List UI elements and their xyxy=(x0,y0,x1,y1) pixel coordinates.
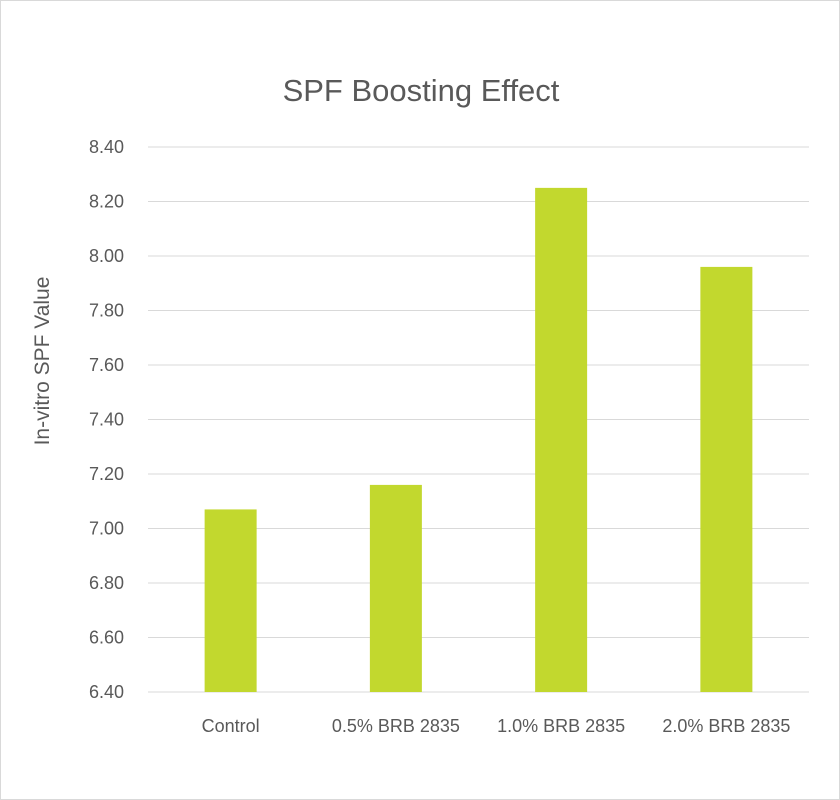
y-tick-label: 6.60 xyxy=(89,628,124,648)
y-tick-label: 6.80 xyxy=(89,573,124,593)
y-tick-label: 7.20 xyxy=(89,464,124,484)
bar-2 xyxy=(369,484,422,692)
x-tick-label: Control xyxy=(202,716,260,736)
y-tick-label: 7.80 xyxy=(89,301,124,321)
y-axis-ticks: 6.40 6.60 6.80 7.00 7.20 7.40 7.60 7.80 8.00 8.20… xyxy=(89,137,124,702)
y-tick-label: 7.00 xyxy=(89,519,124,539)
bar-3 xyxy=(535,187,588,692)
x-tick-label: 1.0% BRB 2835 xyxy=(497,716,625,736)
bar-1 xyxy=(204,509,257,692)
y-tick-label: 6.40 xyxy=(89,682,124,702)
bars xyxy=(204,187,753,692)
y-tick-label: 7.40 xyxy=(89,410,124,430)
x-tick-label: 0.5% BRB 2835 xyxy=(332,716,460,736)
chart-title: SPF Boosting Effect xyxy=(283,73,560,108)
y-tick-label: 7.60 xyxy=(89,355,124,375)
gridlines xyxy=(148,146,809,693)
bar-4 xyxy=(700,266,753,692)
y-tick-label: 8.20 xyxy=(89,192,124,212)
y-tick-label: 8.40 xyxy=(89,137,124,157)
y-axis-label: In-vitro SPF Value xyxy=(31,277,54,446)
x-axis-ticks: Control 0.5% BRB 2835 1.0% BRB 2835 2.0% BR… xyxy=(202,716,791,736)
x-tick-label: 2.0% BRB 2835 xyxy=(662,716,790,736)
y-tick-label: 8.00 xyxy=(89,246,124,266)
